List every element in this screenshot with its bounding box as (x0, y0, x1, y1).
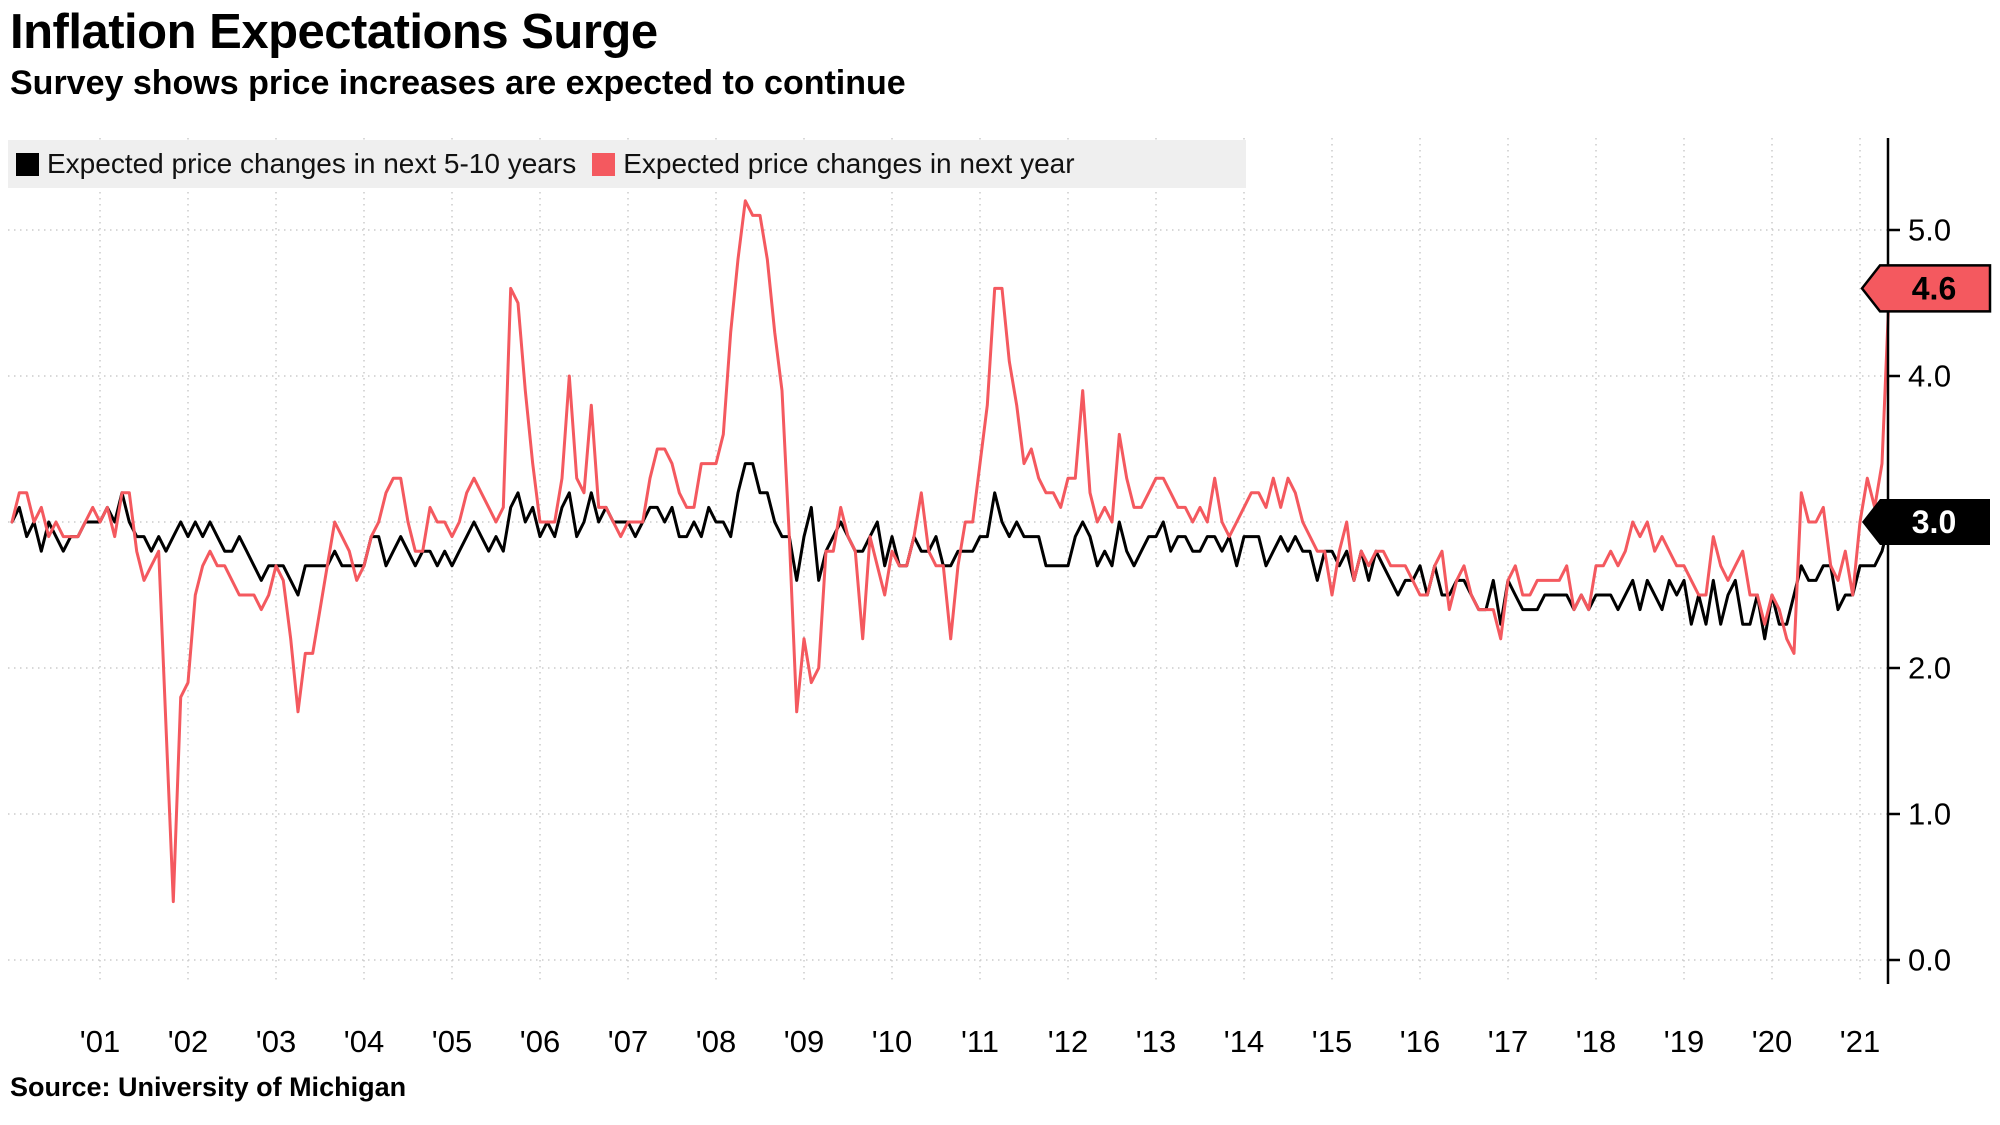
svg-text:5.0: 5.0 (1908, 213, 1951, 248)
svg-text:3.0: 3.0 (1912, 504, 1956, 540)
svg-text:'14: '14 (1224, 1024, 1264, 1059)
page-subtitle: Survey shows price increases are expecte… (10, 64, 906, 102)
svg-text:'19: '19 (1664, 1024, 1704, 1059)
legend-item-5-10-years: Expected price changes in next 5-10 year… (16, 148, 576, 180)
svg-text:'13: '13 (1136, 1024, 1176, 1059)
svg-text:'03: '03 (256, 1024, 296, 1059)
svg-text:'02: '02 (168, 1024, 208, 1059)
legend-swatch-red-icon (592, 152, 616, 176)
svg-text:'20: '20 (1752, 1024, 1792, 1059)
legend-item-next-year: Expected price changes in next year (592, 148, 1075, 180)
svg-text:'01: '01 (80, 1024, 120, 1059)
svg-text:2.0: 2.0 (1908, 651, 1951, 686)
svg-text:'05: '05 (432, 1024, 472, 1059)
svg-text:'12: '12 (1048, 1024, 1088, 1059)
page-title: Inflation Expectations Surge (10, 5, 658, 59)
legend-label-next-year: Expected price changes in next year (623, 148, 1075, 179)
svg-text:'07: '07 (608, 1024, 648, 1059)
svg-text:4.0: 4.0 (1908, 359, 1951, 394)
svg-text:'17: '17 (1488, 1024, 1528, 1059)
svg-text:'04: '04 (344, 1024, 384, 1059)
chart-legend: Expected price changes in next 5-10 year… (8, 140, 1246, 188)
svg-text:'16: '16 (1400, 1024, 1440, 1059)
svg-text:'10: '10 (872, 1024, 912, 1059)
svg-text:4.6: 4.6 (1912, 270, 1956, 306)
legend-swatch-black-icon (16, 152, 39, 176)
svg-text:1.0: 1.0 (1908, 797, 1951, 832)
source-note: Source: University of Michigan (10, 1072, 407, 1102)
svg-text:'11: '11 (961, 1024, 999, 1059)
svg-text:'15: '15 (1312, 1024, 1352, 1059)
legend-label-5-10-years: Expected price changes in next 5-10 year… (47, 148, 577, 179)
svg-text:'08: '08 (696, 1024, 736, 1059)
svg-text:0.0: 0.0 (1908, 943, 1951, 978)
svg-text:'06: '06 (520, 1024, 560, 1059)
svg-text:'18: '18 (1576, 1024, 1616, 1059)
svg-text:'09: '09 (784, 1024, 824, 1059)
svg-text:'21: '21 (1840, 1024, 1880, 1059)
